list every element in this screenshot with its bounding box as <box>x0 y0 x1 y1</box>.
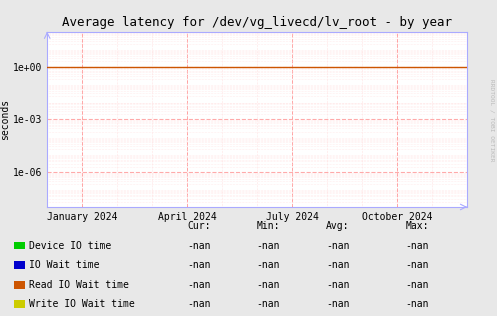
Text: -nan: -nan <box>187 240 211 251</box>
Text: -nan: -nan <box>256 280 280 290</box>
Text: IO Wait time: IO Wait time <box>29 260 99 270</box>
Text: Max:: Max: <box>406 221 429 231</box>
Text: -nan: -nan <box>256 299 280 309</box>
Text: Min:: Min: <box>256 221 280 231</box>
Text: -nan: -nan <box>256 260 280 270</box>
Text: Read IO Wait time: Read IO Wait time <box>29 280 129 290</box>
Text: -nan: -nan <box>406 299 429 309</box>
Text: -nan: -nan <box>406 260 429 270</box>
Text: Write IO Wait time: Write IO Wait time <box>29 299 135 309</box>
Text: -nan: -nan <box>256 240 280 251</box>
Text: Cur:: Cur: <box>187 221 211 231</box>
Y-axis label: seconds: seconds <box>0 99 10 140</box>
Text: -nan: -nan <box>326 280 350 290</box>
Text: -nan: -nan <box>406 280 429 290</box>
Text: -nan: -nan <box>187 260 211 270</box>
Text: RRDTOOL / TOBI OETIKER: RRDTOOL / TOBI OETIKER <box>490 79 495 161</box>
Text: Device IO time: Device IO time <box>29 240 111 251</box>
Text: -nan: -nan <box>326 299 350 309</box>
Title: Average latency for /dev/vg_livecd/lv_root - by year: Average latency for /dev/vg_livecd/lv_ro… <box>62 16 452 29</box>
Text: -nan: -nan <box>187 280 211 290</box>
Text: -nan: -nan <box>326 260 350 270</box>
Text: -nan: -nan <box>187 299 211 309</box>
Text: Avg:: Avg: <box>326 221 350 231</box>
Text: -nan: -nan <box>326 240 350 251</box>
Text: -nan: -nan <box>406 240 429 251</box>
